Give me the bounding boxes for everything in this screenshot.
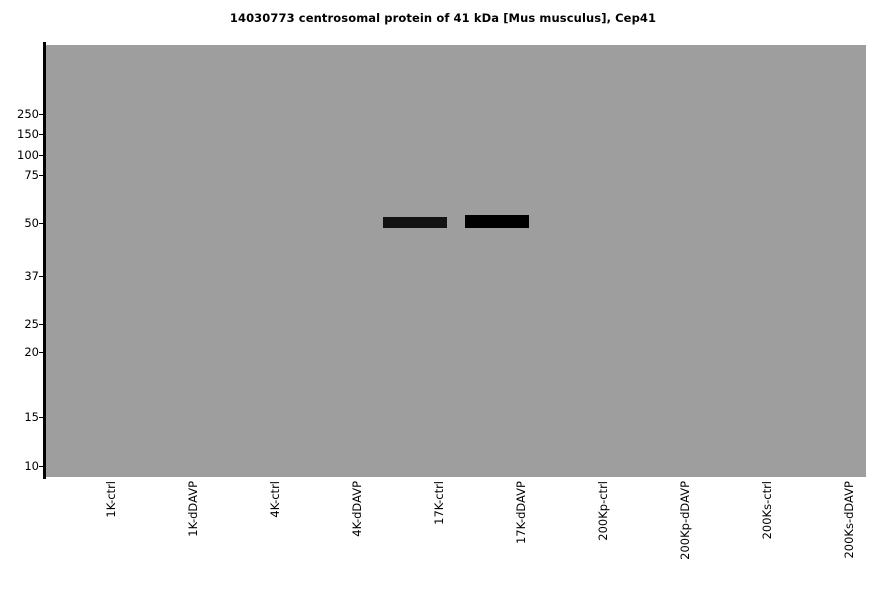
y-tick-label: 250 <box>17 107 39 121</box>
x-tick-label-lane-6: 17K-dDAVP <box>514 481 528 545</box>
y-tick-label: 10 <box>24 459 39 473</box>
y-tick-mark <box>39 155 43 156</box>
blot-plot-area <box>46 45 866 477</box>
x-tick-label-lane-4: 4K-dDAVP <box>350 481 364 537</box>
y-tick-mark <box>39 134 43 135</box>
y-tick-mark <box>39 466 43 467</box>
y-tick-mark <box>39 352 43 353</box>
y-tick-mark <box>39 324 43 325</box>
y-tick-label: 25 <box>24 317 39 331</box>
y-tick-mark <box>39 223 43 224</box>
y-tick-mark <box>39 114 43 115</box>
x-tick-label-lane-7: 200Kp-ctrl <box>596 481 610 541</box>
y-tick-label: 150 <box>17 127 39 141</box>
x-tick-label-lane-1: 1K-ctrl <box>104 481 118 518</box>
x-tick-label-lane-10: 200Ks-dDAVP <box>842 481 856 559</box>
y-tick-mark <box>39 175 43 176</box>
y-tick-mark <box>39 276 43 277</box>
y-tick-label: 50 <box>24 216 39 230</box>
page-title: 14030773 centrosomal protein of 41 kDa [… <box>229 11 657 25</box>
x-tick-label-lane-5: 17K-ctrl <box>432 481 446 525</box>
x-tick-label-lane-2: 1K-dDAVP <box>186 481 200 537</box>
y-tick-mark <box>39 417 43 418</box>
y-tick-label: 37 <box>24 269 39 283</box>
band-17K-dDAVP <box>465 215 529 228</box>
x-tick-label-lane-9: 200Ks-ctrl <box>760 481 774 540</box>
y-tick-label: 75 <box>24 168 39 182</box>
x-tick-label-lane-3: 4K-ctrl <box>268 481 282 518</box>
y-tick-label: 100 <box>17 148 39 162</box>
y-tick-label: 20 <box>24 345 39 359</box>
y-tick-label: 15 <box>24 410 39 424</box>
y-axis-line <box>43 42 46 479</box>
x-tick-label-lane-8: 200Kp-dDAVP <box>678 481 692 560</box>
band-17K-ctrl <box>383 217 447 228</box>
